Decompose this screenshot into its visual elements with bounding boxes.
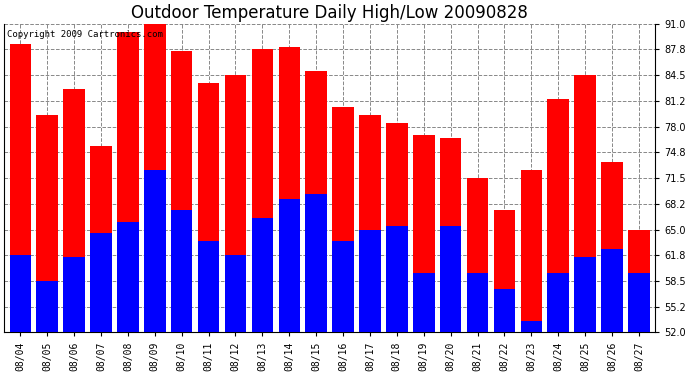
Bar <box>547 273 569 375</box>
Bar <box>628 273 650 375</box>
Bar <box>306 194 327 375</box>
Bar <box>63 257 85 375</box>
Bar <box>520 321 542 375</box>
Bar <box>413 273 435 375</box>
Bar <box>225 255 246 375</box>
Bar <box>601 249 623 375</box>
Bar <box>198 242 219 375</box>
Bar <box>171 210 193 375</box>
Bar <box>198 83 219 375</box>
Title: Outdoor Temperature Daily High/Low 20090828: Outdoor Temperature Daily High/Low 20090… <box>131 4 528 22</box>
Bar <box>63 88 85 375</box>
Bar <box>279 48 300 375</box>
Bar <box>333 107 354 375</box>
Bar <box>252 49 273 375</box>
Bar <box>359 115 381 375</box>
Bar <box>440 138 462 375</box>
Bar <box>117 222 139 375</box>
Text: Copyright 2009 Cartronics.com: Copyright 2009 Cartronics.com <box>8 30 164 39</box>
Bar <box>37 281 58 375</box>
Bar <box>90 146 112 375</box>
Bar <box>333 242 354 375</box>
Bar <box>90 234 112 375</box>
Bar <box>574 75 596 375</box>
Bar <box>493 210 515 375</box>
Bar <box>440 226 462 375</box>
Bar <box>10 44 31 375</box>
Bar <box>493 289 515 375</box>
Bar <box>466 178 489 375</box>
Bar <box>306 71 327 375</box>
Bar <box>413 135 435 375</box>
Bar <box>171 51 193 375</box>
Bar <box>628 230 650 375</box>
Bar <box>117 32 139 375</box>
Bar <box>10 255 31 375</box>
Bar <box>386 226 408 375</box>
Bar <box>144 170 166 375</box>
Bar <box>144 20 166 375</box>
Bar <box>37 115 58 375</box>
Bar <box>252 217 273 375</box>
Bar <box>466 273 489 375</box>
Bar <box>225 75 246 375</box>
Bar <box>520 170 542 375</box>
Bar <box>601 162 623 375</box>
Bar <box>386 123 408 375</box>
Bar <box>359 230 381 375</box>
Bar <box>574 257 596 375</box>
Bar <box>547 99 569 375</box>
Bar <box>279 200 300 375</box>
